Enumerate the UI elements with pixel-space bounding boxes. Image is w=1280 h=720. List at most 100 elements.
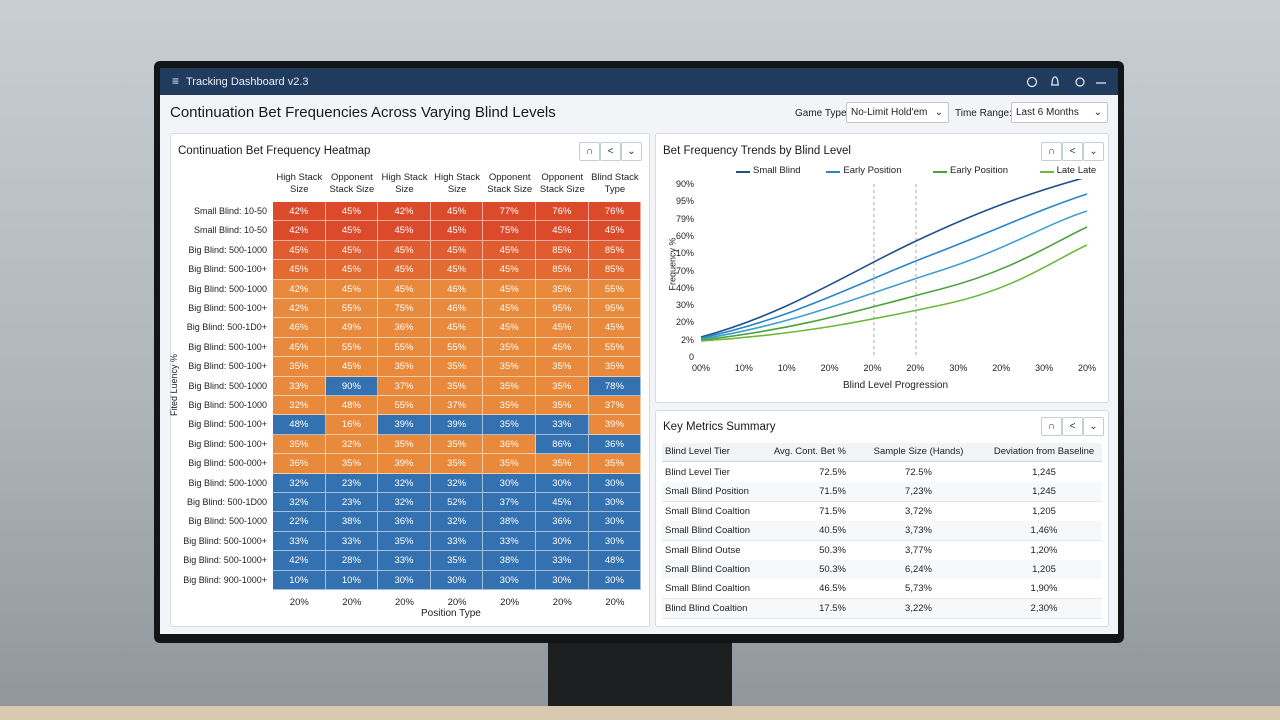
heatmap-cell: 45% (325, 357, 379, 377)
heatmap-cell: 45% (378, 260, 431, 280)
trend-line (700, 210, 1088, 340)
heatmap-cell: 38% (483, 551, 536, 571)
heatmap-cell: 36% (378, 512, 431, 532)
heatmap-cell: 85% (588, 260, 642, 280)
x-tick-label: 20% (820, 363, 839, 373)
heatmap-cell: 35% (483, 415, 536, 435)
heatmap-cell: 33% (483, 531, 536, 552)
heatmap-cell: 42% (378, 202, 431, 222)
heatmap-cell: 45% (325, 260, 379, 280)
back-button[interactable]: < (1062, 417, 1083, 436)
heatmap-cell: 42% (273, 279, 326, 299)
screen: ≡ Tracking Dashboard v2.3 Continuation B… (160, 68, 1118, 634)
back-button[interactable]: < (1062, 142, 1083, 161)
heatmap-cell: 42% (273, 202, 326, 222)
table-cell: 72.5% (905, 467, 932, 478)
time-range-select[interactable]: Last 6 Months ⌄ (1011, 102, 1108, 123)
game-type-label: Game Type: (795, 108, 850, 119)
heatmap-cell: 45% (430, 202, 484, 222)
app-name: Tracking Dashboard v2.3 (186, 76, 309, 88)
heatmap-cell: 95% (588, 299, 642, 319)
heatmap-cell: 32% (430, 473, 484, 493)
footer-cell: 20% (447, 597, 467, 608)
heatmap-cell: 55% (325, 299, 379, 319)
heatmap-cell: 35% (588, 454, 642, 474)
table-cell: 3,73% (905, 525, 932, 537)
row-label: Big Blind: 500-1000+ (183, 535, 267, 546)
y-tick-label: 90% (675, 179, 694, 189)
heatmap-cell: 77% (483, 202, 536, 222)
heatmap-cell: 45% (430, 240, 484, 261)
x-tick-label: 10% (734, 363, 753, 373)
heatmap-cell: 35% (430, 357, 484, 377)
heatmap-cell: 36% (536, 512, 589, 532)
time-range-label: Time Range: (955, 108, 1012, 119)
row-label: Big Blind: 500-000+ (188, 458, 267, 469)
heatmap-cell: 86% (536, 434, 589, 455)
grid-button[interactable]: ∩ (579, 142, 600, 161)
heatmap-cell: 45% (483, 299, 536, 319)
heatmap-cell: 30% (483, 473, 536, 493)
settings-icon[interactable] (1075, 77, 1085, 87)
table-cell: 5,73% (905, 583, 932, 595)
refresh-icon[interactable] (1026, 76, 1038, 88)
heatmap-cell: 35% (536, 454, 589, 474)
heatmap-cell: 37% (378, 376, 431, 396)
heatmap-cell: 45% (378, 221, 431, 241)
heatmap-cell: 35% (483, 396, 536, 416)
dropdown-button[interactable]: ⌄ (1083, 142, 1104, 161)
heatmap-cell: 33% (378, 551, 431, 571)
legend-label: Late Late (1056, 165, 1097, 176)
table-cell: 71.5% (819, 486, 846, 498)
time-range-value: Last 6 Months (1016, 107, 1079, 118)
heatmap-cell: 55% (378, 337, 431, 358)
table-cell: 50.3% (819, 564, 846, 575)
heatmap-cell: 32% (273, 396, 326, 416)
grid-button[interactable]: ∩ (1041, 142, 1062, 161)
table-cell: Small Blind Coaltion (665, 525, 751, 537)
bell-icon[interactable] (1051, 76, 1059, 86)
footer-cell: 20% (500, 597, 520, 608)
table-cell: 1,20% (1030, 544, 1058, 556)
trend-title: Bet Frequency Trends by Blind Level (663, 145, 851, 157)
dropdown-button[interactable]: ⌄ (621, 142, 642, 161)
game-type-select[interactable]: No-Limit Hold'em ⌄ (846, 102, 949, 123)
table-cell: 7,23% (905, 486, 932, 498)
grid-button[interactable]: ∩ (1041, 417, 1062, 436)
legend-swatch (826, 171, 841, 173)
heatmap-cell: 45% (378, 240, 431, 261)
heatmap-cell: 42% (273, 299, 326, 319)
heatmap-cell: 38% (483, 512, 536, 532)
table-cell: 3,22% (905, 602, 932, 614)
x-tick-label: 20% (992, 363, 1011, 373)
chevron: ⌄ (1093, 107, 1102, 118)
heatmap-cell: 45% (273, 240, 326, 261)
x-tick-label: 00% (691, 363, 710, 373)
y-tick-label: 10% (675, 248, 694, 259)
y-tick-label: 79% (675, 213, 694, 224)
heatmap-cell: 30% (588, 512, 642, 532)
heatmap-cell: 52% (430, 493, 484, 513)
table-cell: 50.3% (819, 544, 846, 556)
trend-line (700, 193, 1088, 339)
heatmap-cell: 33% (325, 531, 379, 552)
row-label: Big Blind: 500-100+ (188, 264, 267, 275)
menu-icon[interactable]: ≡ (172, 74, 180, 88)
y-tick-label: 30% (675, 300, 694, 311)
game-type-value: No-Limit Hold'em (851, 107, 928, 118)
footer-cell: 20% (394, 597, 414, 608)
heatmap-cell: 33% (430, 531, 484, 552)
heatmap-cell: 35% (483, 357, 536, 377)
trend-plot (700, 179, 1088, 357)
table-cell: 1,90% (1030, 583, 1058, 595)
heatmap-cell: 32% (430, 512, 484, 532)
heatmap-cell: 76% (588, 202, 642, 222)
table-header-bg (662, 443, 1102, 462)
table-cell: Blind Blind Coaltion (665, 602, 748, 614)
heatmap-cell: 45% (430, 221, 484, 241)
heatmap-cell: 76% (536, 202, 589, 222)
back-button[interactable]: < (600, 142, 621, 161)
legend-label: Small Blind (753, 165, 801, 176)
legend-swatch (933, 171, 947, 173)
dropdown-button[interactable]: ⌄ (1083, 417, 1104, 436)
